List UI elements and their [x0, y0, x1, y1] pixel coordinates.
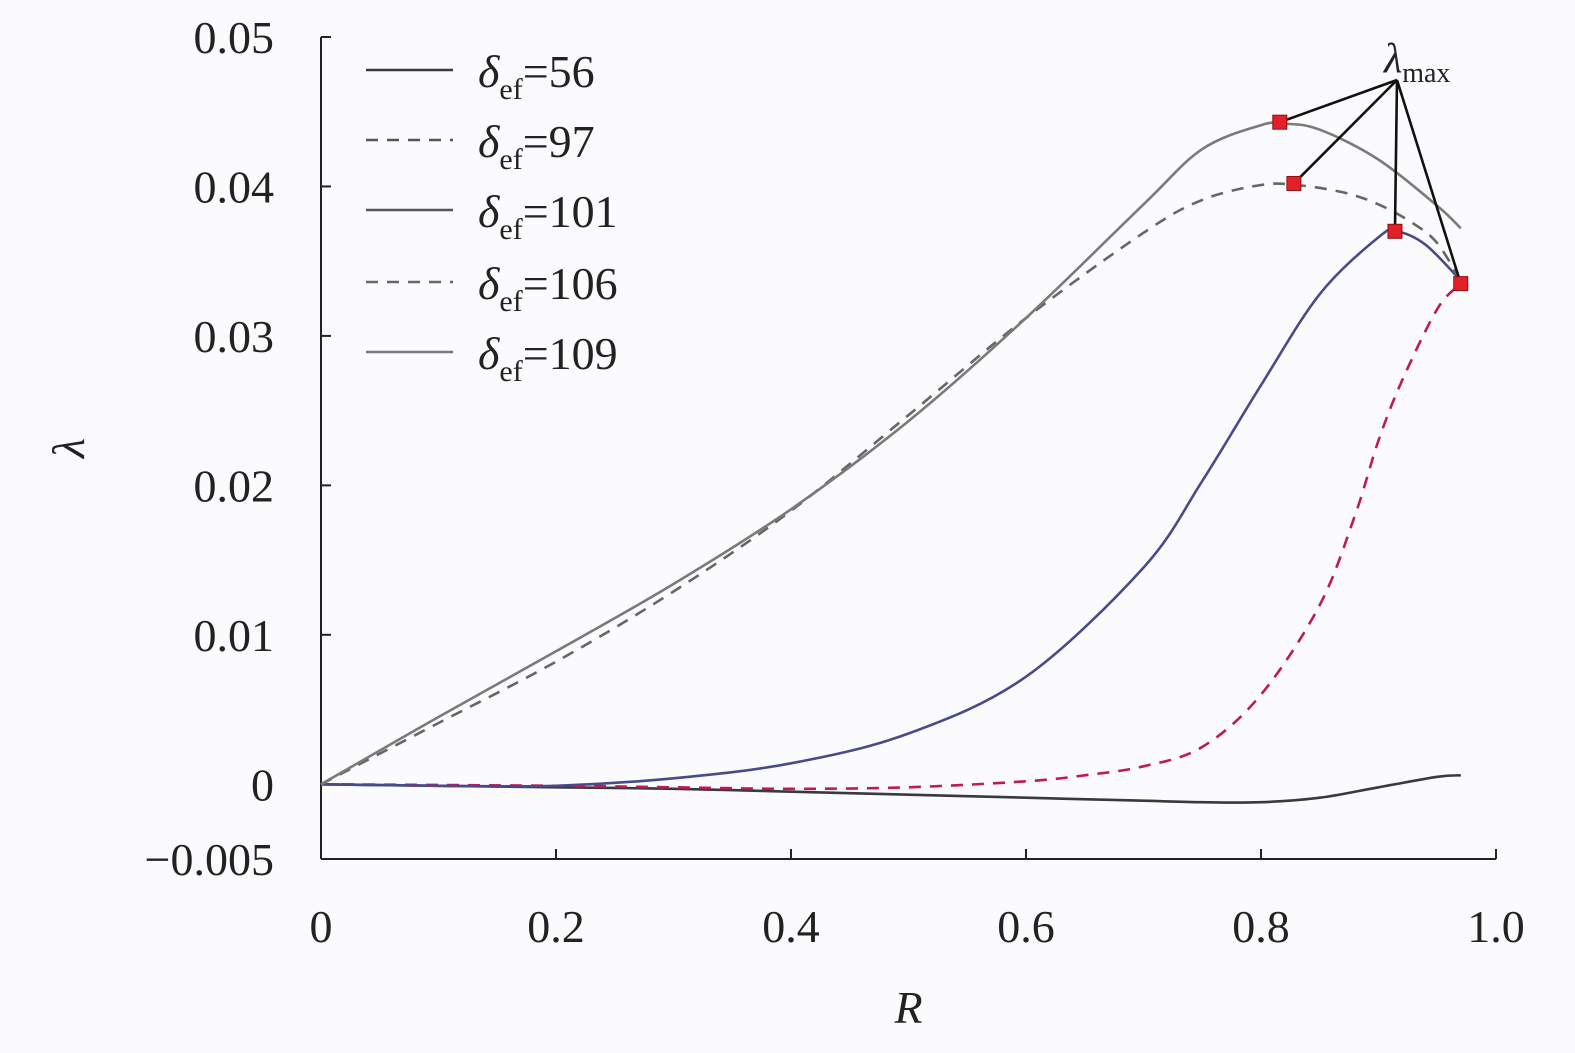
legend-label-3: δef=101	[478, 186, 618, 246]
annotation-leader-line	[1393, 79, 1399, 232]
series-layer	[320, 121, 1462, 804]
x-tick-label: 1.0	[1467, 901, 1525, 952]
x-tick-label: 0.2	[527, 901, 585, 952]
y-tick-label: −0.005	[145, 834, 274, 885]
max-point-marker	[1272, 114, 1288, 130]
legend-label-4: δef=106	[478, 258, 618, 318]
y-tick-label: 0	[251, 759, 274, 810]
max-point-marker	[1453, 276, 1469, 292]
annotation-leader-line	[1292, 79, 1398, 185]
y-tick-label: 0.03	[194, 311, 275, 362]
legend-label-1: δef=56	[478, 46, 595, 106]
series-line-5	[320, 121, 1462, 786]
x-tick-label: 0.6	[997, 901, 1055, 952]
legend: δef=56 δef=97 δef=101 δef=106 δef=109	[366, 46, 618, 388]
x-tick-label: 0.8	[1232, 901, 1290, 952]
max-point-marker	[1286, 175, 1302, 191]
max-point-marker	[1387, 223, 1403, 239]
series-line-4	[320, 182, 1462, 786]
series-line-3	[320, 228, 1462, 788]
legend-label-2: δef=97	[478, 116, 595, 176]
x-axis-title: R	[893, 982, 922, 1033]
axes: 0 0.2 0.4 0.6 0.8 1.0 −0.005 0 0.01 0.02 0.03 0.04 0…	[43, 12, 1525, 1033]
series-line-2	[320, 282, 1462, 791]
series-line-1	[320, 774, 1461, 804]
x-tick-label: 0	[310, 901, 333, 952]
y-tick-label: 0.02	[194, 460, 275, 511]
legend-label-5: δef=109	[478, 328, 618, 388]
y-tick-label: 0.05	[194, 12, 275, 63]
x-tick-label: 0.4	[762, 901, 820, 952]
y-axis-title: λ	[43, 438, 94, 460]
lambda-max-label: λmax	[1382, 36, 1450, 89]
y-tick-label: 0.04	[194, 161, 275, 212]
lambda-max-annotation: λmax	[1272, 36, 1469, 292]
y-tick-label: 0.01	[194, 610, 275, 661]
annotation-leader-line	[1279, 78, 1398, 124]
annotation-leader-line	[1395, 79, 1462, 284]
